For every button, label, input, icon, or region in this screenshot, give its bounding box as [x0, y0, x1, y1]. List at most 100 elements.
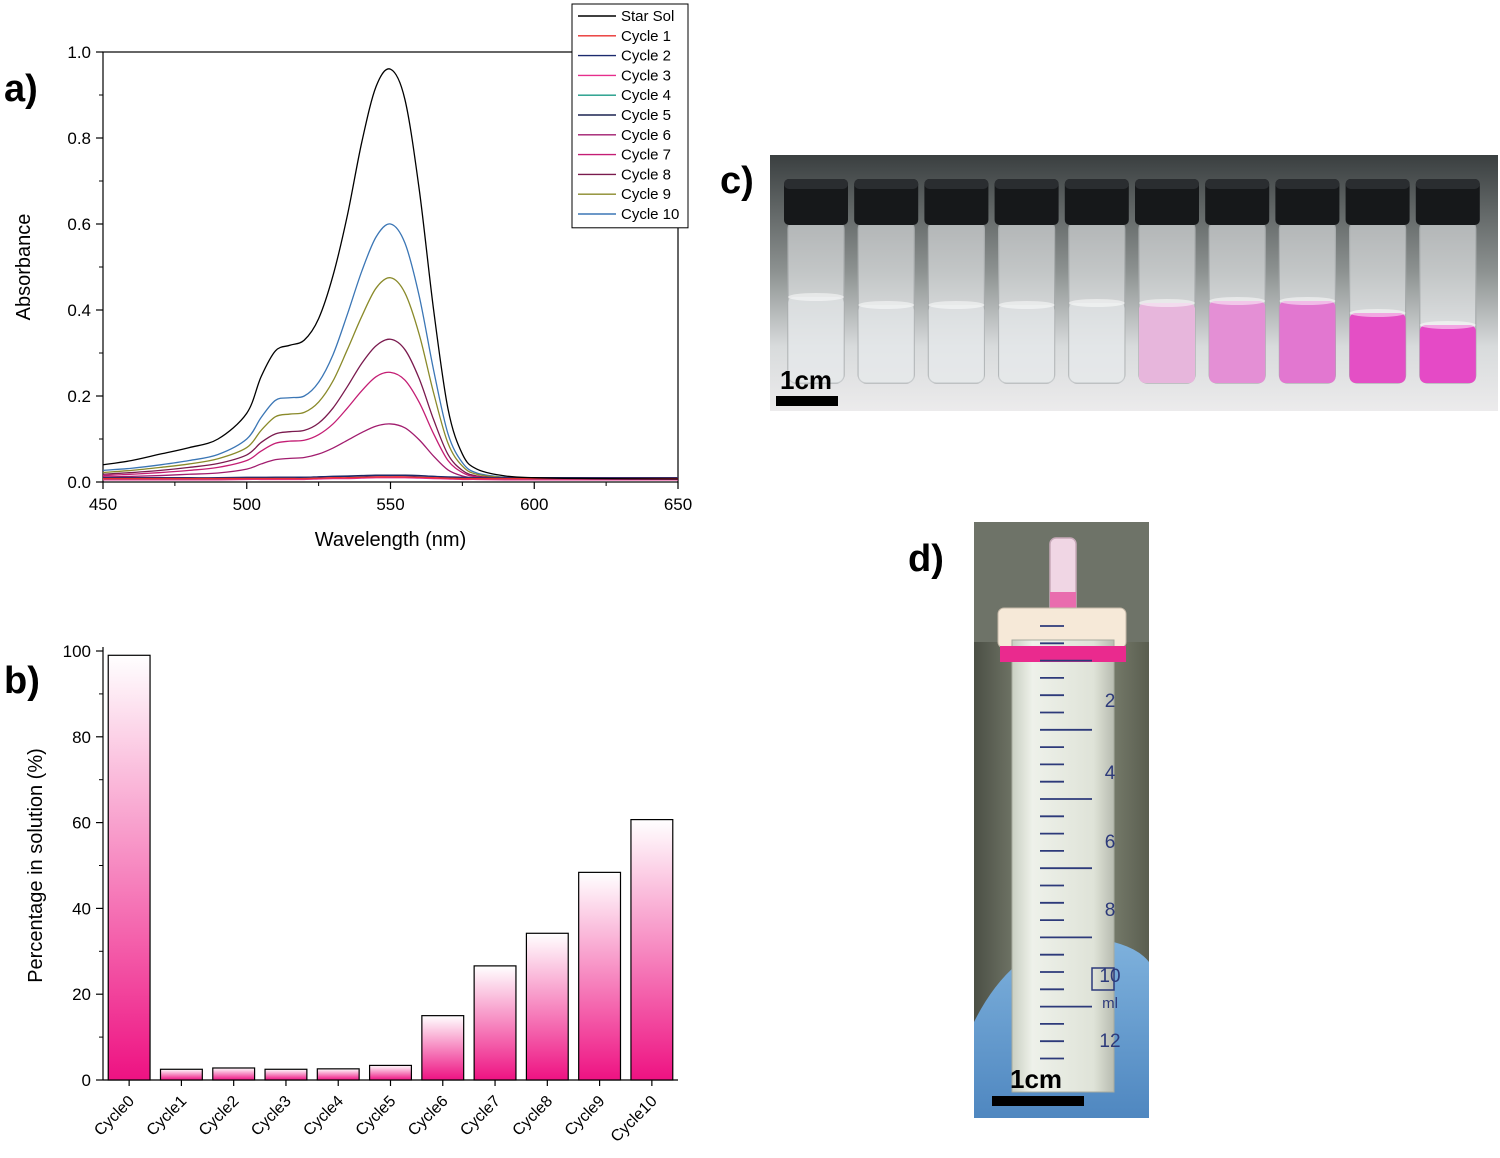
liquid-meniscus [998, 301, 1055, 309]
series-line [102, 474, 678, 479]
vial [854, 179, 919, 384]
y-tick-label: 80 [72, 728, 91, 747]
y-tick-label: 0 [82, 1071, 91, 1090]
y-tick-label: 100 [63, 642, 91, 661]
vial-cap-top [1275, 179, 1340, 189]
vial-cap-top [1415, 179, 1480, 189]
legend-label: Cycle 3 [621, 67, 671, 84]
vial [1345, 179, 1410, 384]
vial-cap [1345, 179, 1410, 225]
graduation-label: 2 [1105, 691, 1116, 712]
x-tick-label: 650 [664, 495, 692, 514]
scale-bar-label: 1cm [1010, 1064, 1062, 1094]
vial-cap [1415, 179, 1480, 225]
liquid-meniscus [1279, 297, 1336, 305]
graduation-label: 8 [1105, 900, 1116, 921]
y-tick-label: 0.4 [67, 301, 91, 320]
vial-cap-top [924, 179, 989, 189]
vial-liquid [788, 297, 844, 383]
bar [212, 1067, 256, 1081]
legend-box [571, 3, 689, 229]
vial-liquid [1419, 325, 1476, 383]
series-line [103, 477, 678, 481]
vial [1135, 179, 1199, 384]
bar [473, 965, 517, 1081]
vial-liquid [1139, 303, 1195, 383]
liquid-meniscus [1419, 321, 1476, 329]
vial-liquid [998, 305, 1055, 383]
vial [1205, 179, 1270, 384]
y-tick-label: 60 [72, 814, 91, 833]
y-axis-label: Absorbance [13, 214, 35, 321]
scale-bar [776, 396, 838, 406]
vial-cap [1064, 179, 1129, 225]
scale-bar-label: 1cm [780, 365, 832, 395]
scale-bar [992, 1096, 1084, 1106]
x-tick-label: Cycle5 [353, 1093, 400, 1140]
legend-label: Cycle 10 [621, 206, 679, 223]
x-tick-label: Cycle0 [91, 1093, 138, 1140]
bar [368, 1064, 413, 1081]
liquid-meniscus [1349, 309, 1406, 317]
vial-liquid [928, 305, 985, 383]
y-tick-label: 20 [72, 985, 91, 1004]
vial-cap-top [1345, 179, 1410, 189]
liquid-meniscus [788, 293, 844, 301]
vial [784, 179, 848, 384]
legend-label: Star Sol [621, 8, 674, 25]
liquid-meniscus [1209, 297, 1266, 305]
vial-cap-top [994, 179, 1059, 189]
legend-label: Cycle 2 [621, 48, 671, 65]
graduation-label: ml [1102, 995, 1118, 1012]
panel-label-d: d) [908, 538, 944, 580]
pink-band [1000, 646, 1126, 662]
vial [1415, 179, 1480, 384]
y-tick-label: 0.2 [67, 387, 91, 406]
series-line [102, 371, 678, 480]
series-line [102, 68, 679, 480]
legend-label: Cycle 4 [621, 87, 671, 104]
syringe-barrel [1011, 639, 1115, 1093]
liquid-meniscus [928, 301, 985, 309]
y-tick-label: 40 [72, 899, 91, 918]
bar [107, 654, 151, 1081]
x-tick-label: Cycle10 [608, 1093, 661, 1146]
vials-photo: 1cm [770, 155, 1498, 411]
x-tick-label: Cycle7 [457, 1093, 504, 1140]
absorbance-chart: 450 500 550 600 650 0.0 0.2 0.4 0.6 0.8 1.0 Wavelen… [13, 3, 692, 551]
vial-liquid [1279, 301, 1336, 383]
x-tick-label: Cycle1 [144, 1093, 191, 1140]
x-tick-label: Cycle4 [300, 1093, 347, 1140]
bar [264, 1068, 308, 1081]
vial-cap [784, 179, 848, 225]
x-tick-label: Cycle3 [248, 1093, 295, 1140]
bar [159, 1068, 203, 1081]
liquid-meniscus [1139, 299, 1195, 307]
bar [630, 818, 674, 1081]
bar [421, 1015, 465, 1081]
y-tick-label: 0.0 [67, 473, 91, 492]
x-tick-label: Cycle2 [196, 1093, 243, 1140]
vial [924, 179, 989, 384]
x-tick-label: 550 [376, 495, 404, 514]
bar [316, 1068, 360, 1081]
syringe-graduations: 2 4 6 8 10 ml 12 [1040, 625, 1121, 1060]
liquid-meniscus [858, 301, 915, 309]
x-tick-label: 600 [520, 495, 548, 514]
vial-cap-top [1064, 179, 1129, 189]
series-line [102, 476, 678, 480]
liquid-meniscus [1068, 299, 1125, 307]
legend-label: Cycle 9 [621, 186, 671, 203]
vial-cap [1275, 179, 1340, 225]
vial [994, 179, 1059, 384]
vial-cap-top [1205, 179, 1270, 189]
graduation-label: 10 [1099, 966, 1120, 987]
x-tick-label: 500 [233, 495, 261, 514]
panel-label-a: a) [4, 68, 38, 110]
vial-cap-top [784, 179, 848, 189]
vial-cap [1135, 179, 1199, 225]
y-axis-label: Percentage in solution (%) [25, 748, 47, 983]
vial-cap [994, 179, 1059, 225]
vial-liquid [1068, 303, 1125, 383]
y-tick-label: 1.0 [67, 43, 91, 62]
